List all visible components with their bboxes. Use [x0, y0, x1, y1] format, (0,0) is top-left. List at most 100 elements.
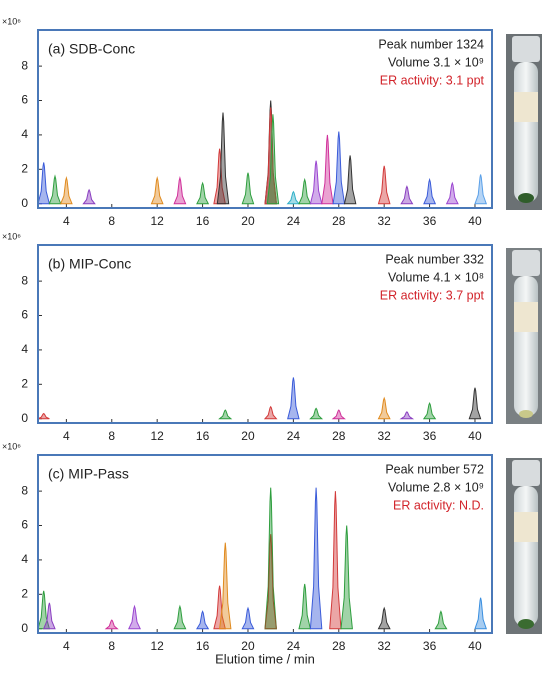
- x-tick-label: 12: [150, 214, 164, 228]
- peak: [298, 177, 312, 205]
- peak: [468, 387, 482, 420]
- y-tick-label: 2: [21, 161, 28, 175]
- peak: [377, 396, 391, 420]
- y-tick-label: 0: [21, 411, 28, 425]
- peak: [340, 525, 353, 630]
- annotation: Peak number 572: [385, 462, 484, 476]
- peak: [400, 185, 414, 205]
- peak: [287, 377, 300, 420]
- x-tick-label: 36: [423, 429, 437, 443]
- y-tick-label: 6: [21, 518, 28, 532]
- peak: [150, 175, 164, 205]
- peak: [37, 412, 50, 420]
- peak: [196, 181, 210, 205]
- peak: [196, 610, 210, 630]
- peak: [331, 409, 346, 420]
- vial-photo: [506, 458, 542, 634]
- x-tick-label: 32: [377, 639, 391, 653]
- x-tick-label: 24: [287, 214, 301, 228]
- y-tick-label: 2: [21, 376, 28, 390]
- x-tick-label: 8: [108, 429, 115, 443]
- panel-title: (c) MIP-Pass: [48, 466, 129, 482]
- peak: [37, 590, 51, 630]
- peak: [423, 177, 437, 205]
- peak: [82, 188, 96, 205]
- annotation: Peak number 332: [385, 252, 484, 266]
- peak: [213, 585, 226, 630]
- peak: [264, 534, 277, 630]
- peak: [128, 604, 141, 630]
- x-tick-label: 24: [287, 429, 301, 443]
- x-tick-label: 4: [63, 639, 70, 653]
- peak: [173, 604, 187, 630]
- peak: [37, 162, 51, 205]
- y-tick-label: 8: [21, 273, 28, 287]
- vial-photo: [506, 248, 542, 424]
- peak: [422, 401, 437, 420]
- peak: [213, 148, 226, 205]
- x-tick-label: 32: [377, 214, 391, 228]
- peak: [216, 112, 230, 205]
- plot-frame: [37, 244, 493, 424]
- panel-title: (b) MIP-Conc: [48, 256, 131, 272]
- x-tick-label: 16: [196, 429, 210, 443]
- peak: [59, 175, 73, 205]
- peak: [298, 583, 312, 630]
- y-tick-label: 0: [21, 621, 28, 635]
- x-tick-label: 12: [150, 429, 164, 443]
- x-tick-label: 8: [108, 214, 115, 228]
- x-tick-label: 20: [241, 639, 255, 653]
- peak: [445, 181, 459, 205]
- x-tick-label: 40: [468, 214, 482, 228]
- peak: [332, 131, 346, 205]
- y-tick-label: 4: [21, 552, 28, 566]
- y-tick-label: 0: [21, 196, 28, 210]
- peak: [309, 407, 324, 420]
- peak: [241, 606, 255, 630]
- y-tick-label: 2: [21, 586, 28, 600]
- y-tick-label: 8: [21, 58, 28, 72]
- x-tick-label: 4: [63, 214, 70, 228]
- peak: [377, 606, 391, 630]
- peak: [42, 602, 56, 630]
- y-scale-label: ×10⁶: [2, 441, 21, 451]
- peak: [218, 409, 233, 420]
- y-tick-label: 8: [21, 483, 28, 497]
- x-tick-label: 4: [63, 429, 70, 443]
- x-axis-label: Elution time / min: [215, 651, 315, 666]
- peak: [399, 411, 415, 420]
- peak: [286, 190, 301, 205]
- peak: [48, 174, 62, 205]
- annotation: Volume 2.8 × 10⁹: [388, 480, 484, 494]
- peak: [309, 487, 323, 630]
- peak: [321, 134, 334, 205]
- peak: [104, 619, 119, 630]
- annotation: Volume 3.1 × 10⁹: [388, 55, 484, 69]
- x-tick-label: 32: [377, 429, 391, 443]
- peak: [266, 114, 280, 205]
- x-tick-label: 28: [332, 214, 346, 228]
- annotation: ER activity: N.D.: [393, 498, 484, 512]
- x-tick-label: 36: [423, 639, 437, 653]
- peak: [309, 160, 323, 205]
- peak: [474, 597, 488, 630]
- x-tick-label: 28: [332, 639, 346, 653]
- y-tick-label: 6: [21, 93, 28, 107]
- plot-frame: [37, 454, 493, 634]
- panel-title: (a) SDB-Conc: [48, 41, 135, 57]
- x-tick-label: 40: [468, 639, 482, 653]
- y-tick-label: 6: [21, 308, 28, 322]
- x-tick-label: 16: [196, 639, 210, 653]
- peak: [241, 172, 255, 205]
- x-tick-label: 40: [468, 429, 482, 443]
- y-tick-label: 4: [21, 127, 28, 141]
- x-tick-label: 24: [287, 639, 301, 653]
- annotation: Peak number 1324: [378, 37, 484, 51]
- annotation: Volume 4.1 × 10⁸: [388, 270, 484, 284]
- x-tick-label: 8: [108, 639, 115, 653]
- peak: [377, 165, 391, 205]
- vial-photo: [506, 34, 542, 210]
- y-scale-label: ×10⁶: [2, 16, 21, 26]
- plot-frame: [37, 29, 493, 209]
